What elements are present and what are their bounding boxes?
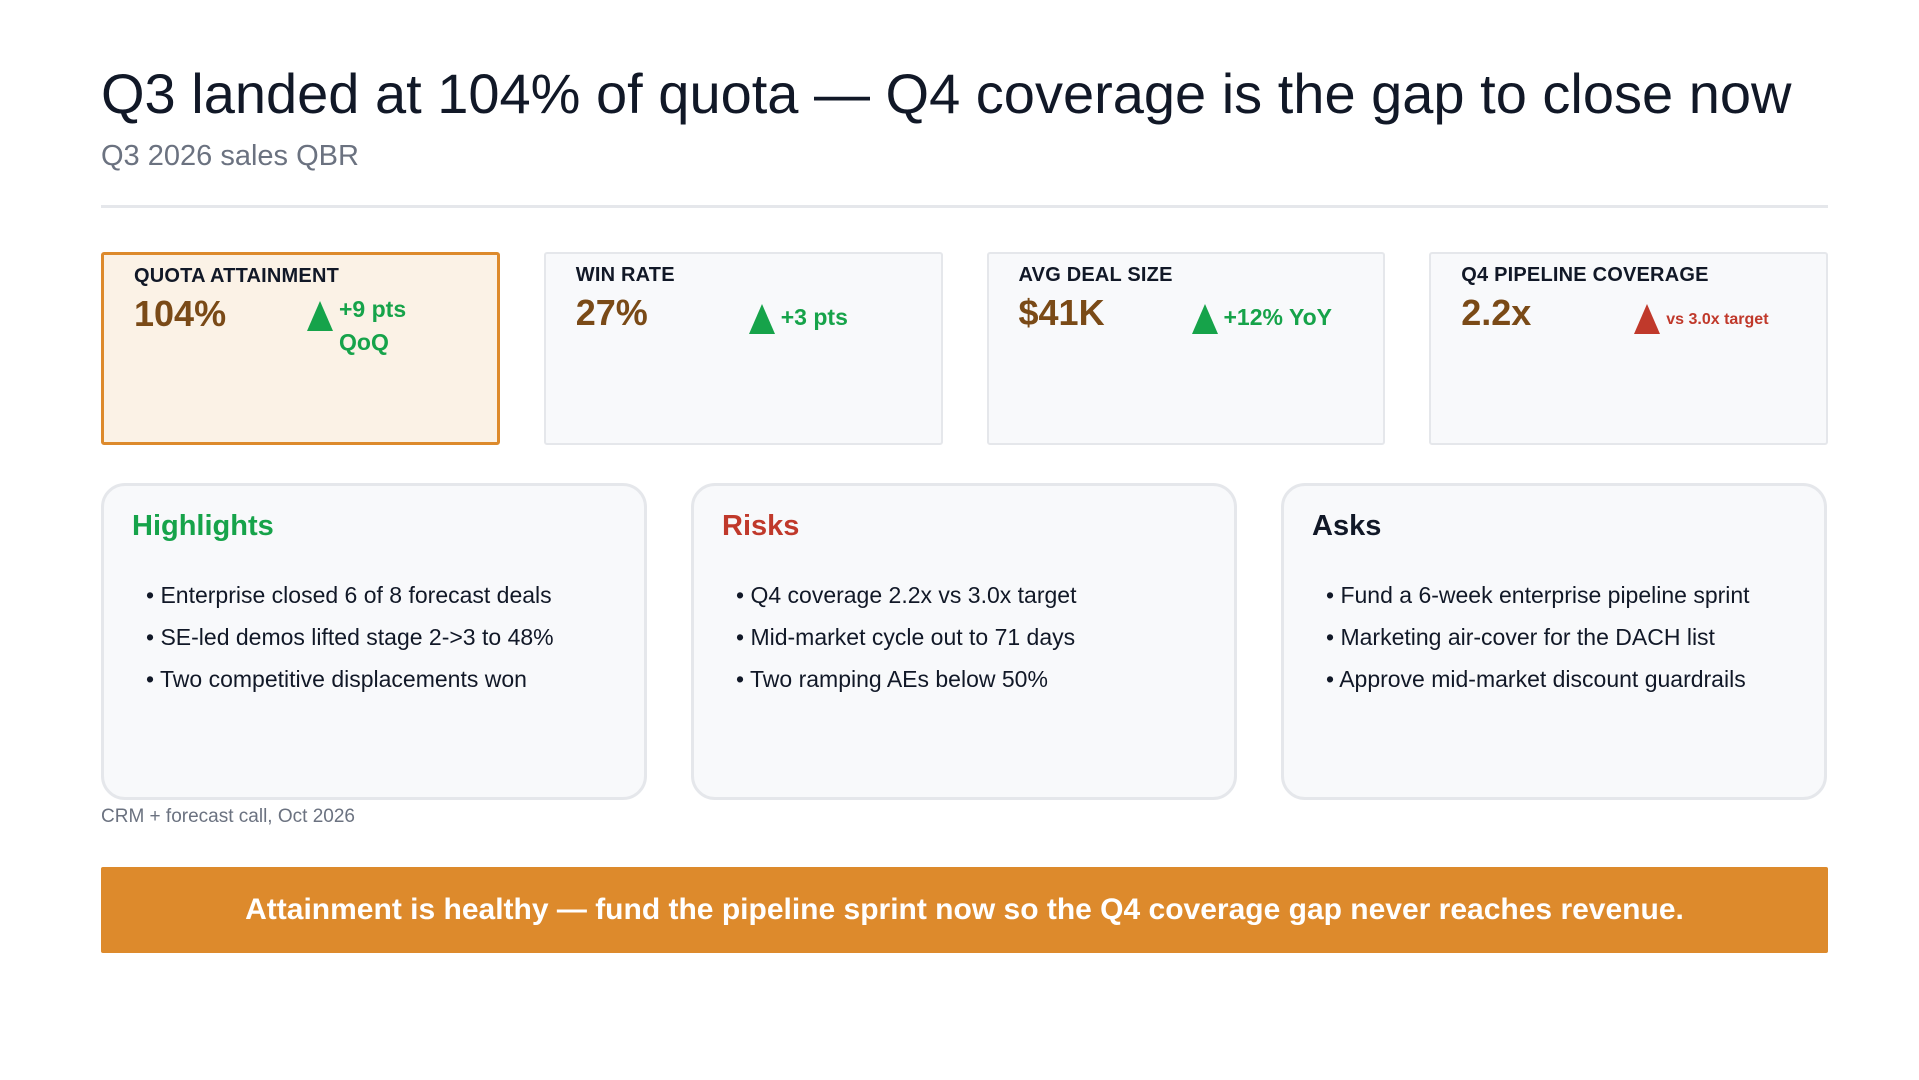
panel-title: Highlights bbox=[132, 510, 274, 542]
kpi-value: 104% bbox=[134, 293, 227, 334]
list-item: Fund a 6-week enterprise pipeline sprint bbox=[1326, 574, 1796, 616]
list-item: SE-led demos lifted stage 2->3 to 48% bbox=[146, 616, 616, 658]
kpi-card-avg-deal-size: AVG DEAL SIZE $41K +12% YoY bbox=[986, 252, 1386, 445]
kpi-delta-text: +3 pts bbox=[780, 304, 848, 330]
kpi-value: $41K bbox=[1018, 292, 1105, 333]
list-item: Two ramping AEs below 50% bbox=[736, 658, 1206, 700]
asks-panel: Asks Fund a 6-week enterprise pipeline s… bbox=[1281, 483, 1827, 800]
asks-list: Fund a 6-week enterprise pipeline sprint… bbox=[1326, 574, 1796, 700]
kpi-row: QUOTA ATTAINMENT 104% +9 pts QoQ WIN RAT… bbox=[101, 252, 1828, 445]
kpi-delta-text: +12% YoY bbox=[1223, 304, 1332, 330]
kpi-delta-text: +9 pts QoQ bbox=[339, 296, 407, 355]
list-item: Approve mid-market discount guardrails bbox=[1326, 658, 1796, 700]
risks-panel: Risks Q4 coverage 2.2x vs 3.0x target Mi… bbox=[691, 483, 1237, 800]
list-item: Q4 coverage 2.2x vs 3.0x target bbox=[736, 574, 1206, 616]
kpi-card-win-rate: WIN RATE 27% +3 pts bbox=[543, 252, 943, 445]
highlights-list: Enterprise closed 6 of 8 forecast deals … bbox=[146, 574, 616, 700]
up-arrow-icon bbox=[307, 301, 333, 331]
kpi-delta: +9 pts QoQ bbox=[307, 296, 429, 359]
highlights-panel: Highlights Enterprise closed 6 of 8 fore… bbox=[101, 483, 647, 800]
kpi-delta: +3 pts bbox=[748, 300, 848, 334]
divider bbox=[101, 205, 1828, 208]
takeaway-text: Attainment is healthy — fund the pipelin… bbox=[245, 893, 1684, 926]
up-arrow-icon bbox=[1191, 304, 1218, 334]
kpi-delta-text: vs 3.0x target bbox=[1666, 311, 1769, 328]
up-arrow-icon bbox=[748, 304, 775, 334]
kpi-card-quota-attainment: QUOTA ATTAINMENT 104% +9 pts QoQ bbox=[101, 252, 500, 445]
list-item: Two competitive displacements won bbox=[146, 658, 616, 700]
up-arrow-icon bbox=[1634, 304, 1661, 334]
page-subtitle: Q3 2026 sales QBR bbox=[101, 140, 359, 172]
risks-list: Q4 coverage 2.2x vs 3.0x target Mid-mark… bbox=[736, 574, 1206, 700]
panel-title: Asks bbox=[1312, 510, 1382, 542]
kpi-delta: +12% YoY bbox=[1191, 300, 1332, 334]
kpi-delta: vs 3.0x target bbox=[1634, 300, 1769, 336]
kpi-label: AVG DEAL SIZE bbox=[1018, 264, 1173, 286]
list-item: Enterprise closed 6 of 8 forecast deals bbox=[146, 574, 616, 616]
panel-row: Highlights Enterprise closed 6 of 8 fore… bbox=[101, 483, 1828, 800]
kpi-label: Q4 PIPELINE COVERAGE bbox=[1461, 264, 1709, 286]
list-item: Marketing air-cover for the DACH list bbox=[1326, 616, 1796, 658]
source-note: CRM + forecast call, Oct 2026 bbox=[101, 806, 355, 827]
panel-title: Risks bbox=[722, 510, 800, 542]
kpi-value: 27% bbox=[575, 292, 648, 333]
kpi-value: 2.2x bbox=[1461, 292, 1532, 333]
page-title: Q3 landed at 104% of quota — Q4 coverage… bbox=[101, 62, 1792, 125]
kpi-label: WIN RATE bbox=[575, 264, 675, 286]
kpi-label: QUOTA ATTAINMENT bbox=[134, 265, 340, 287]
kpi-card-q4-pipeline-coverage: Q4 PIPELINE COVERAGE 2.2x vs 3.0x target bbox=[1429, 252, 1828, 445]
list-item: Mid-market cycle out to 71 days bbox=[736, 616, 1206, 658]
takeaway-banner: Attainment is healthy — fund the pipelin… bbox=[101, 867, 1828, 953]
